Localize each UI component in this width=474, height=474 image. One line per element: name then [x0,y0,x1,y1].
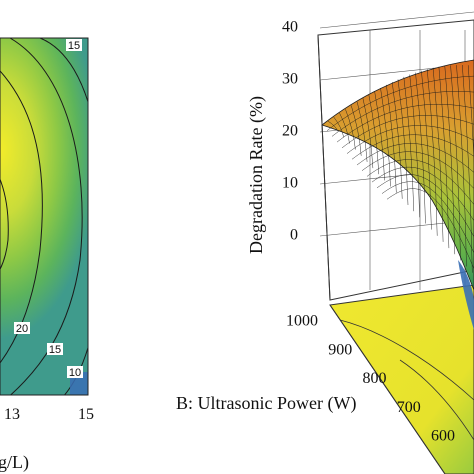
contour-label: 15 [68,40,80,52]
mesh-line [397,79,409,206]
mesh-line [341,115,474,149]
mesh-line [386,188,474,269]
mesh-line [467,65,474,163]
mesh-line [386,84,397,193]
mesh-line [327,120,339,132]
mesh-line [403,76,415,212]
mesh-line [356,143,474,173]
z-tick-label: 40 [282,19,298,36]
x-axis-title-fragment: g/L) [0,452,29,473]
y-axis-line [329,304,446,474]
mesh-line [333,116,344,138]
contour-line [9,38,83,395]
mesh-line [350,105,362,156]
mesh-line [331,91,474,137]
z-axis-line [317,34,331,301]
mesh-line [426,69,438,236]
contour-plot-area [0,38,88,395]
mesh-line [380,87,391,187]
surface-mesh [326,64,474,273]
mesh-line [366,159,474,205]
mesh-line [450,65,461,261]
contour-label-box [67,366,83,378]
mesh-line [462,64,473,273]
z-tick-label: 10 [282,175,298,192]
z-tick-label: 20 [282,123,298,140]
mesh-line [444,65,456,255]
mesh-line [376,174,474,237]
x-tick-label: 13 [4,406,20,423]
mesh-line [346,125,474,154]
mesh-line [351,134,474,160]
floor-plane [329,284,474,474]
y-tick-label: 700 [397,399,421,416]
contour-plot-border [0,37,89,396]
contour-label-box [66,39,82,51]
wall-gridline [319,11,474,29]
y-tick-label: 800 [363,370,387,387]
mesh-line [381,181,474,253]
contour-label-box [47,343,63,355]
mesh-line [368,94,380,175]
mesh-line [356,101,368,162]
contour-label: 15 [49,344,61,356]
mesh-line [361,151,474,189]
mesh-line [339,112,350,144]
y-tick-label: 600 [431,428,455,445]
floor-contour [399,359,474,441]
contour-line [0,70,43,364]
x-tick-label: 15 [78,406,94,423]
y-tick-label: 1000 [286,313,318,330]
mesh-line [409,74,420,218]
mesh-line [326,75,474,131]
y-axis-title: B: Ultrasonic Power (W) [176,393,356,414]
mesh-line [345,109,356,150]
mesh-line [336,104,474,143]
contour-label-box [14,322,30,334]
surface-low-region [458,260,474,330]
y-tick-label: 900 [328,341,352,358]
surface-plot: 0 10 20 30 40 Degradation Rate (%) 1000 900 80… [176,11,474,474]
floor-contour [339,319,474,401]
z-tick-label: 30 [282,71,298,88]
mesh-line [415,72,426,224]
mesh-line [438,66,450,249]
contour-line [0,177,9,271]
mesh-line [362,98,374,169]
mesh-line [371,166,474,221]
mesh-line [391,82,403,199]
mesh-line [432,67,444,242]
z-tick-label: 0 [290,227,298,244]
mesh-line [421,70,432,230]
contour-label: 20 [16,323,28,335]
contour-label: 10 [69,367,81,379]
z-axis-title: Degradation Rate (%) [246,96,267,254]
mesh-line [456,65,467,267]
contour-plot: 15 20 15 10 13 15 g/L) [0,37,94,473]
